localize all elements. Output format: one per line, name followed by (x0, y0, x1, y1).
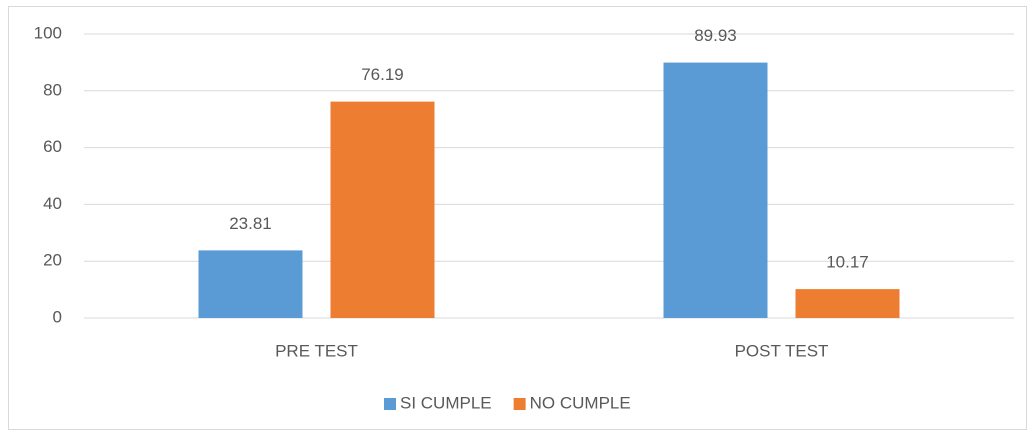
x-tick-label: POST TEST (735, 341, 829, 360)
bar (330, 101, 435, 319)
bar (198, 250, 303, 318)
y-tick-label: 0 (53, 307, 62, 326)
x-tick-label: PRE TEST (275, 341, 358, 360)
data-label: 76.19 (361, 65, 404, 84)
legend-swatch (513, 398, 526, 410)
bar (663, 62, 768, 318)
y-tick-label: 60 (43, 137, 62, 156)
y-tick-label: 80 (43, 80, 62, 99)
data-label: 89.93 (694, 26, 737, 45)
y-tick-label: 20 (43, 251, 62, 270)
y-tick-label: 40 (43, 194, 62, 213)
legend-label: NO CUMPLE (530, 393, 631, 412)
bar (795, 289, 900, 318)
legend-swatch (384, 398, 396, 410)
y-tick-label: 100 (34, 23, 62, 42)
legend-label: SI CUMPLE (400, 393, 492, 412)
data-label: 10.17 (826, 253, 869, 272)
data-label: 23.81 (229, 214, 272, 233)
chart-border (8, 6, 1027, 430)
